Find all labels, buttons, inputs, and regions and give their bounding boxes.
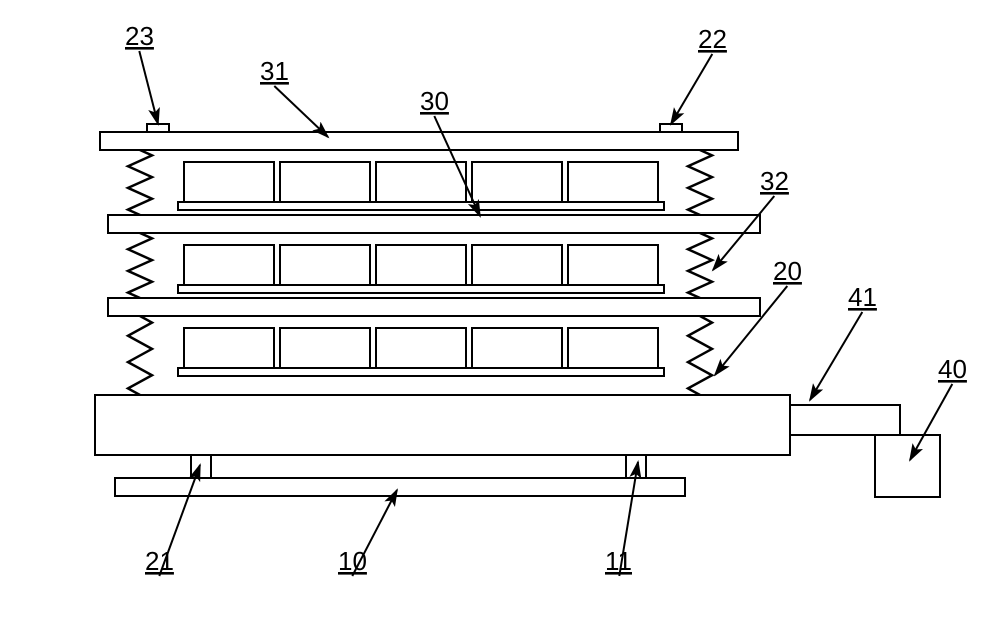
block-cell [568, 162, 658, 202]
motor-40 [875, 435, 940, 497]
spring [688, 150, 712, 215]
block-cell [376, 328, 466, 368]
label-31: 31 [260, 56, 289, 86]
plate-31 [100, 132, 738, 150]
label-32: 32 [760, 166, 789, 196]
spring [688, 316, 712, 395]
block-cell [184, 162, 274, 202]
drawing-group [95, 124, 940, 497]
label-30: 30 [420, 86, 449, 116]
block-cell [184, 245, 274, 285]
block-cell [184, 328, 274, 368]
nut-23 [147, 124, 169, 132]
support-bar-30 [178, 368, 664, 376]
support-bar-30 [178, 285, 664, 293]
spring [688, 233, 712, 298]
block-cell [472, 245, 562, 285]
block-cell [376, 162, 466, 202]
main-body-20 [95, 395, 790, 455]
label-11: 11 [605, 546, 632, 576]
block-cell [472, 162, 562, 202]
diagram-svg: 23 31 30 22 32 20 41 40 21 10 11 [0, 0, 1000, 631]
slider-21 [191, 455, 211, 478]
plate-32 [108, 298, 760, 316]
block-cell [280, 245, 370, 285]
label-10: 10 [338, 546, 367, 576]
block-cell [280, 162, 370, 202]
leader-23 [139, 51, 158, 124]
label-41: 41 [848, 282, 877, 312]
spring [128, 233, 152, 298]
block-cell [568, 245, 658, 285]
label-23: 23 [125, 21, 154, 51]
leader-31 [274, 86, 328, 137]
block-cell [376, 245, 466, 285]
leader-22 [671, 54, 712, 124]
spring [128, 316, 152, 395]
nut-22 [660, 124, 682, 132]
block-cell [472, 328, 562, 368]
block-cell [280, 328, 370, 368]
label-40: 40 [938, 354, 967, 384]
plate-mid [108, 215, 760, 233]
spring [128, 150, 152, 215]
label-22: 22 [698, 24, 727, 54]
label-20: 20 [773, 256, 802, 286]
base-rail-10 [115, 478, 685, 496]
block-cell [568, 328, 658, 368]
label-21: 21 [145, 546, 174, 576]
arm-41 [790, 405, 900, 435]
leader-41 [810, 312, 862, 400]
support-bar-30 [178, 202, 664, 210]
